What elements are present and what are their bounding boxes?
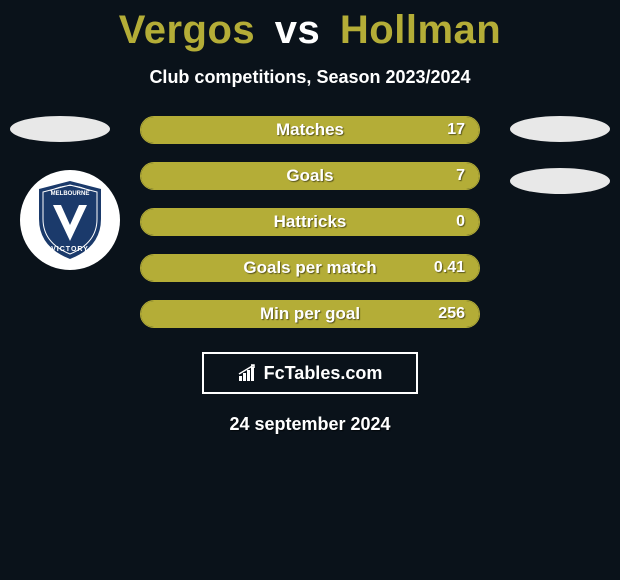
club-logo-circle: MELBOURNE VICTORY [20, 170, 120, 270]
stat-bar-value: 256 [438, 305, 465, 323]
vs-separator: vs [275, 8, 321, 52]
melbourne-victory-shield-icon: MELBOURNE VICTORY [33, 179, 107, 261]
stat-bar-label: Hattricks [274, 212, 347, 232]
branding-box: FcTables.com [202, 352, 418, 394]
competition-subtitle: Club competitions, Season 2023/2024 [0, 67, 620, 88]
comparison-title: Vergos vs Hollman [0, 0, 620, 53]
stat-bar-goals-per-match: Goals per match 0.41 [140, 254, 480, 282]
player2-placeholder-oval-1 [510, 116, 610, 142]
stat-bar-min-per-goal: Min per goal 256 [140, 300, 480, 328]
branding-text: FcTables.com [264, 363, 383, 384]
bar-chart-icon [238, 364, 258, 382]
stat-bar-label: Matches [276, 120, 344, 140]
stat-bar-value: 0 [456, 213, 465, 231]
stat-bar-hattricks: Hattricks 0 [140, 208, 480, 236]
date-label: 24 september 2024 [0, 414, 620, 435]
stat-bar-value: 17 [447, 121, 465, 139]
stat-bar-label: Goals [286, 166, 333, 186]
player1-placeholder-oval [10, 116, 110, 142]
stat-bar-goals: Goals 7 [140, 162, 480, 190]
club-logo-text-top: MELBOURNE [51, 191, 90, 197]
stat-bar-value: 0.41 [434, 259, 465, 277]
stat-bars: Matches 17 Goals 7 Hattricks 0 Goals per… [140, 116, 480, 328]
comparison-content: MELBOURNE VICTORY Matches 17 Goals 7 Hat… [0, 116, 620, 435]
club-logo: MELBOURNE VICTORY [20, 170, 120, 270]
club-logo-text-bottom: VICTORY [51, 246, 89, 253]
stat-bar-label: Min per goal [260, 304, 360, 324]
stat-bar-matches: Matches 17 [140, 116, 480, 144]
player1-name: Vergos [119, 8, 255, 52]
stat-bar-value: 7 [456, 167, 465, 185]
player2-name: Hollman [340, 8, 501, 52]
stat-bar-label: Goals per match [243, 258, 376, 278]
player2-placeholder-oval-2 [510, 168, 610, 194]
